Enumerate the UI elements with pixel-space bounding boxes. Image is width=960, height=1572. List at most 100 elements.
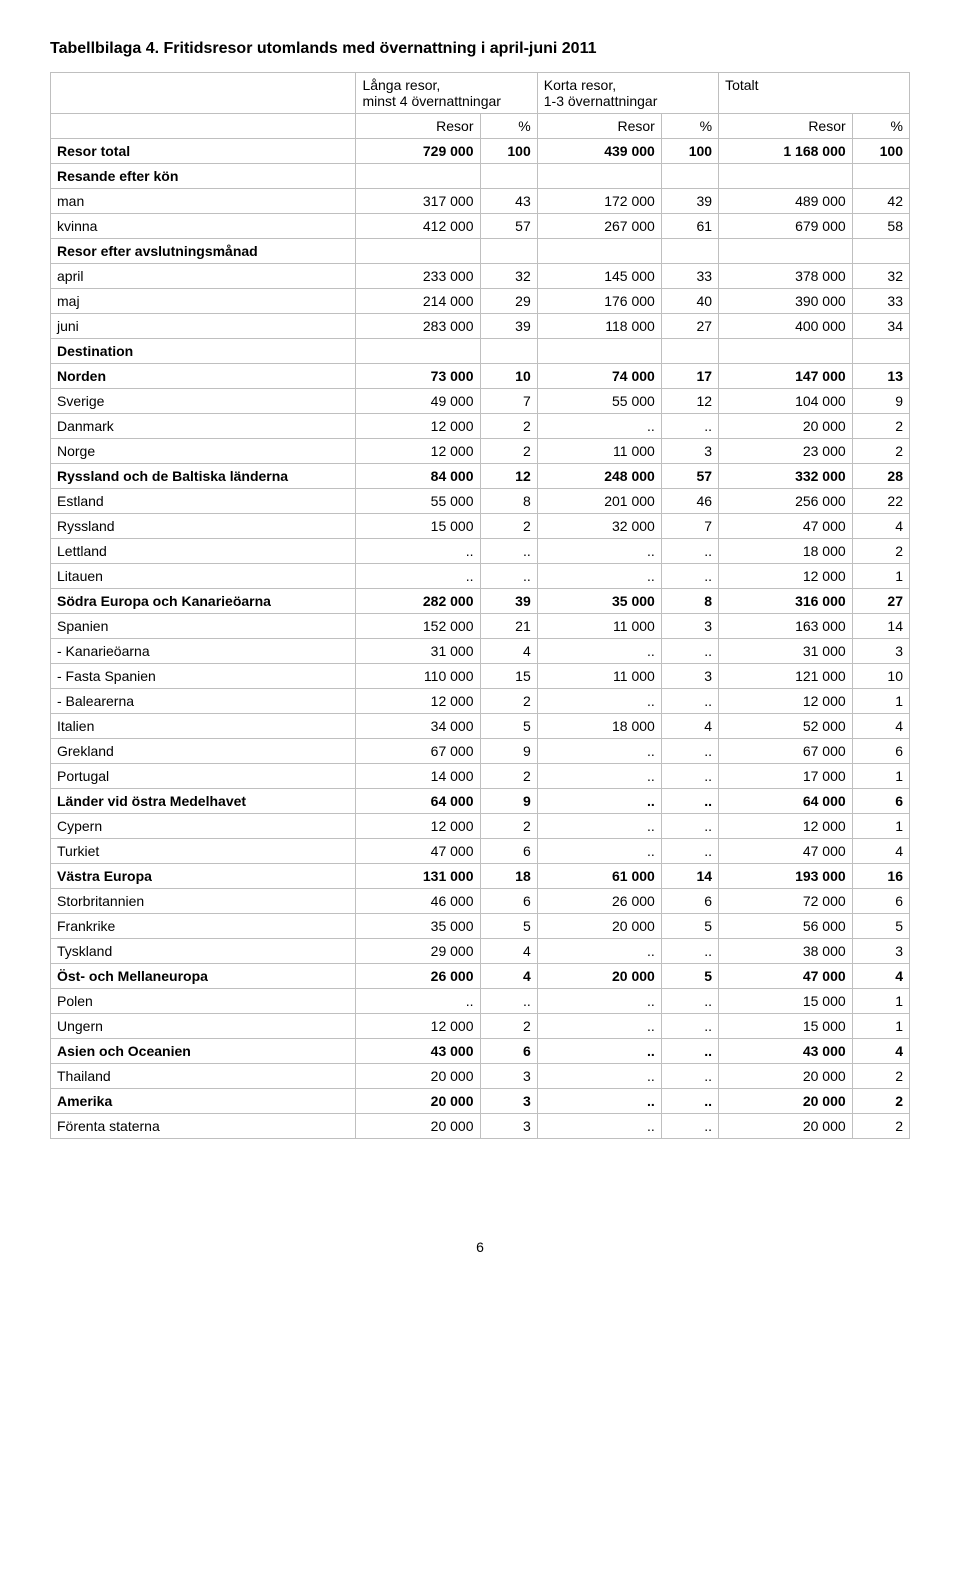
- cell: 4: [852, 964, 909, 989]
- cell: [480, 339, 537, 364]
- cell: [719, 239, 853, 264]
- cell: 21: [480, 614, 537, 639]
- cell: 267 000: [537, 214, 661, 239]
- cell: 9: [480, 789, 537, 814]
- cell: 3: [852, 639, 909, 664]
- cell: 5: [480, 914, 537, 939]
- cell: 84 000: [356, 464, 480, 489]
- table-row: Danmark12 0002....20 0002: [51, 414, 910, 439]
- cell: 1: [852, 764, 909, 789]
- cell: 32: [480, 264, 537, 289]
- cell: 6: [852, 889, 909, 914]
- table-row: Resor total729 000100439 0001001 168 000…: [51, 139, 910, 164]
- cell: [719, 164, 853, 189]
- cell: 2: [852, 1064, 909, 1089]
- cell: 121 000: [719, 664, 853, 689]
- cell: 100: [852, 139, 909, 164]
- cell: 49 000: [356, 389, 480, 414]
- sub-header: %: [480, 114, 537, 139]
- cell: 2: [480, 764, 537, 789]
- cell: 9: [480, 739, 537, 764]
- header-blank: [51, 73, 356, 114]
- cell: 12 000: [356, 439, 480, 464]
- cell: 20 000: [356, 1089, 480, 1114]
- cell: 57: [661, 464, 718, 489]
- cell: [852, 239, 909, 264]
- table-row: Destination: [51, 339, 910, 364]
- table-row: Lettland........18 0002: [51, 539, 910, 564]
- cell: 32 000: [537, 514, 661, 539]
- row-label: Resor total: [51, 139, 356, 164]
- cell: 7: [480, 389, 537, 414]
- cell: 43 000: [356, 1039, 480, 1064]
- cell: 43 000: [719, 1039, 853, 1064]
- cell: 176 000: [537, 289, 661, 314]
- cell: ..: [480, 539, 537, 564]
- cell: 118 000: [537, 314, 661, 339]
- cell: 14: [661, 864, 718, 889]
- cell: 201 000: [537, 489, 661, 514]
- cell: 11 000: [537, 439, 661, 464]
- cell: 20 000: [356, 1114, 480, 1139]
- cell: ..: [661, 789, 718, 814]
- cell: 56 000: [719, 914, 853, 939]
- table-row: Norge12 000211 000323 0002: [51, 439, 910, 464]
- cell: 15 000: [719, 1014, 853, 1039]
- page-number: 6: [50, 1239, 910, 1255]
- cell: 2: [852, 414, 909, 439]
- table-header-row-groups: Långa resor, minst 4 övernattningar Kort…: [51, 73, 910, 114]
- row-label: Litauen: [51, 564, 356, 589]
- row-label: Thailand: [51, 1064, 356, 1089]
- cell: ..: [537, 989, 661, 1014]
- row-label: Italien: [51, 714, 356, 739]
- cell: 67 000: [719, 739, 853, 764]
- cell: 35 000: [356, 914, 480, 939]
- cell: 5: [661, 964, 718, 989]
- cell: 15 000: [719, 989, 853, 1014]
- cell: 12 000: [719, 814, 853, 839]
- table-row: Italien34 000518 000452 0004: [51, 714, 910, 739]
- cell: 47 000: [719, 514, 853, 539]
- cell: 1 168 000: [719, 139, 853, 164]
- row-label: - Kanarieöarna: [51, 639, 356, 664]
- cell: ..: [661, 1089, 718, 1114]
- cell: 8: [480, 489, 537, 514]
- cell: 26 000: [537, 889, 661, 914]
- table-row: Polen........15 0001: [51, 989, 910, 1014]
- cell: 4: [480, 939, 537, 964]
- cell: 18 000: [537, 714, 661, 739]
- cell: 20 000: [537, 914, 661, 939]
- table-row: Grekland67 0009....67 0006: [51, 739, 910, 764]
- cell: ..: [661, 539, 718, 564]
- cell: 6: [480, 889, 537, 914]
- cell: ..: [661, 564, 718, 589]
- cell: 147 000: [719, 364, 853, 389]
- cell: 46: [661, 489, 718, 514]
- cell: 439 000: [537, 139, 661, 164]
- table-row: - Balearerna12 0002....12 0001: [51, 689, 910, 714]
- table-row: kvinna412 00057267 00061679 00058: [51, 214, 910, 239]
- cell: 67 000: [356, 739, 480, 764]
- table-row: Cypern12 0002....12 0001: [51, 814, 910, 839]
- table-row: Amerika20 0003....20 0002: [51, 1089, 910, 1114]
- data-table: Långa resor, minst 4 övernattningar Kort…: [50, 72, 910, 1139]
- cell: 2: [852, 1089, 909, 1114]
- cell: 12 000: [356, 414, 480, 439]
- cell: 3: [661, 439, 718, 464]
- cell: 11 000: [537, 614, 661, 639]
- cell: 15: [480, 664, 537, 689]
- cell: 1: [852, 814, 909, 839]
- cell: 7: [661, 514, 718, 539]
- table-row: Norden73 0001074 00017147 00013: [51, 364, 910, 389]
- cell: 46 000: [356, 889, 480, 914]
- row-label: juni: [51, 314, 356, 339]
- cell: 3: [480, 1114, 537, 1139]
- cell: 2: [852, 1114, 909, 1139]
- cell: 390 000: [719, 289, 853, 314]
- cell: [661, 239, 718, 264]
- cell: 33: [661, 264, 718, 289]
- cell: 16: [852, 864, 909, 889]
- cell: 100: [480, 139, 537, 164]
- cell: 22: [852, 489, 909, 514]
- cell: [356, 239, 480, 264]
